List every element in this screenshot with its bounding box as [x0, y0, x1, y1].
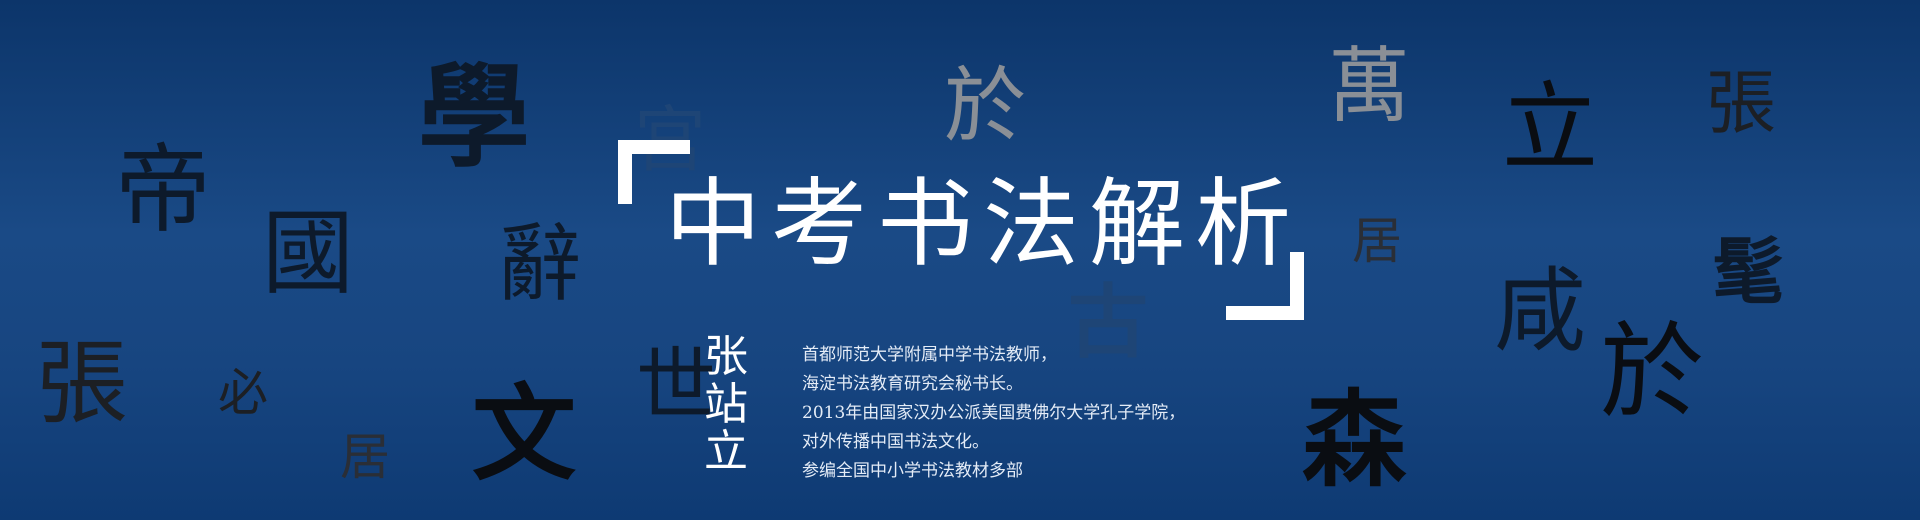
- bracket-top-left-h: [618, 140, 690, 154]
- glyph-wen: 文: [472, 372, 577, 495]
- glyph-gu: 古: [1068, 275, 1148, 369]
- glyph-mao: 髦: [1712, 229, 1785, 314]
- glyph-xian: 咸: [1494, 258, 1587, 365]
- author-name: 张站立: [704, 331, 748, 478]
- glyph-xue: 學: [418, 52, 530, 183]
- glyph-ju-left: 居: [340, 428, 390, 486]
- bio-line: 首都师范大学附属中学书法教师，: [802, 345, 1057, 365]
- bio-line: 参编全国中小学书法教材多部: [802, 461, 1023, 481]
- glyph-wan: 萬: [1328, 39, 1411, 134]
- page-title: 中考书法解析: [665, 168, 1301, 280]
- glyph-sen: 森: [1302, 378, 1407, 501]
- glyph-guo: 國: [262, 200, 355, 307]
- bio-line: 对外传播中国书法文化。: [802, 432, 989, 452]
- bio-line: 海淀书法教育研究会秘书长。: [802, 374, 1023, 394]
- bracket-bottom-right-v: [1290, 252, 1304, 320]
- bracket-bottom-right-h: [1226, 306, 1304, 320]
- glyph-yu-dark: 於: [1600, 311, 1705, 433]
- author-bio: 首都师范大学附属中学书法教师， 海淀书法教育研究会秘书长。 2013年由国家汉办…: [802, 341, 1185, 486]
- glyph-zhang-right: 張: [1706, 62, 1776, 144]
- bio-line: 2013年由国家汉办公派美国费佛尔大学孔子学院，: [802, 403, 1186, 423]
- bracket-top-left-v: [618, 140, 632, 204]
- glyph-li: 立: [1502, 72, 1598, 184]
- glyph-bi: 必: [218, 364, 268, 422]
- glyph-shi: 世: [636, 339, 716, 432]
- glyph-ju-right: 居: [1352, 212, 1402, 270]
- glyph-zhang-left: 張: [36, 330, 129, 437]
- glyph-di: 帝: [115, 134, 211, 246]
- glyph-ci: 辭: [498, 215, 583, 313]
- glyph-yu-gray: 於: [944, 59, 1027, 154]
